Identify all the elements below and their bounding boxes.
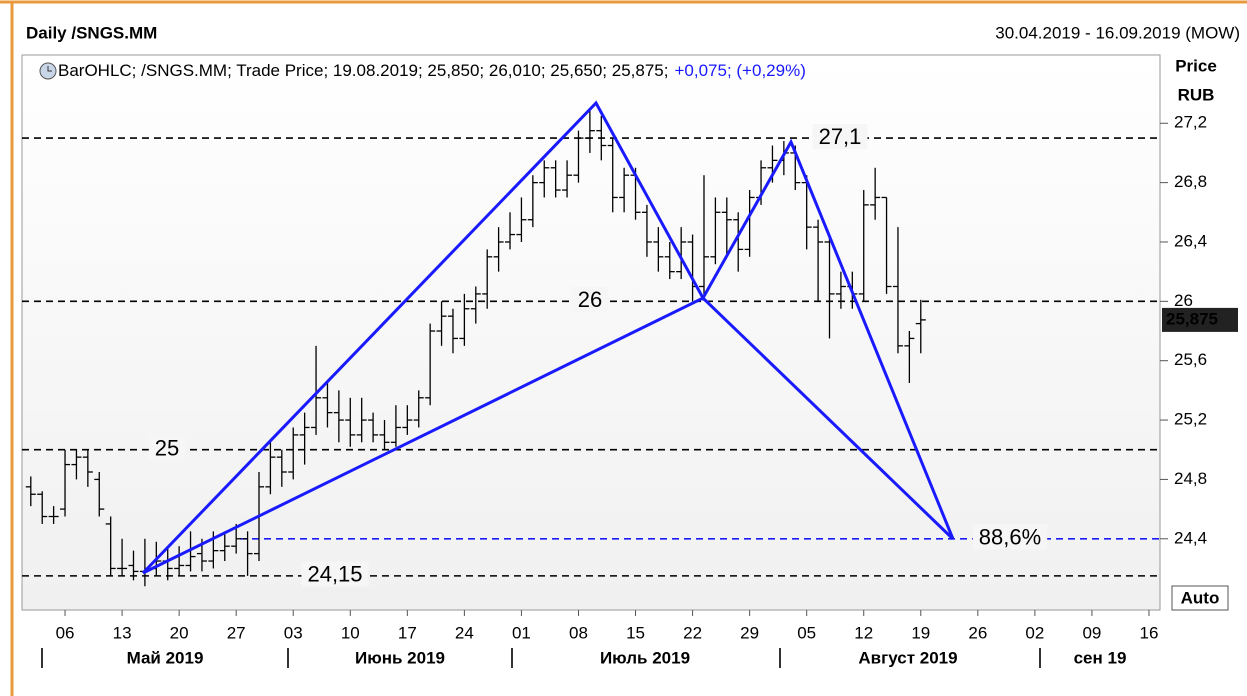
x-tick-label: 08 [569, 623, 588, 642]
x-tick-label: 19 [911, 623, 930, 642]
month-label: Август 2019 [858, 648, 957, 667]
chart-title: Daily /SNGS.MM [26, 23, 157, 42]
level-label-bg [301, 561, 369, 587]
date-range: 30.04.2019 - 16.09.2019 (MOW) [995, 23, 1240, 42]
month-label: Июнь 2019 [355, 648, 445, 667]
x-tick-label: 03 [284, 623, 303, 642]
x-tick-label: 24 [455, 623, 474, 642]
x-tick-label: 10 [341, 623, 360, 642]
x-tick-label: 15 [626, 623, 645, 642]
x-tick-label: 17 [398, 623, 417, 642]
level-label: 24,15 [307, 562, 362, 587]
legend-change: +0,075; (+0,29%) [674, 61, 805, 80]
x-tick-label: 29 [740, 623, 759, 642]
x-tick-label: 22 [683, 623, 702, 642]
month-label: Май 2019 [127, 648, 204, 667]
x-tick-label: 01 [512, 623, 531, 642]
y-tick-label: 26,4 [1174, 231, 1207, 250]
x-tick-label: 12 [854, 623, 873, 642]
auto-button[interactable] [1171, 585, 1229, 611]
x-tick-label: 27 [227, 623, 246, 642]
x-tick-label: 16 [1140, 623, 1159, 642]
axis-label: Price [1175, 56, 1217, 75]
level-label: 25 [155, 436, 179, 461]
y-tick-label: 26,8 [1174, 172, 1207, 191]
level-label: 88,6% [979, 525, 1041, 550]
y-tick-label: 27,2 [1174, 113, 1207, 132]
x-tick-label: 20 [170, 623, 189, 642]
x-tick-label: 09 [1082, 623, 1101, 642]
y-tick-label: 24,8 [1174, 469, 1207, 488]
y-tick-label: 25,6 [1174, 350, 1207, 369]
legend: BarOHLC; /SNGS.MM; Trade Price; 19.08.20… [58, 61, 806, 80]
level-label: 26 [578, 287, 602, 312]
y-tick-label: 24,4 [1174, 528, 1207, 547]
month-label: сен 19 [1074, 648, 1127, 667]
month-label: Июль 2019 [600, 648, 690, 667]
pattern-line [142, 296, 955, 575]
legend-icon-hand [47, 66, 52, 72]
harmonic-pattern [141, 100, 955, 575]
axis-label: RUB [1178, 85, 1215, 104]
bars [22, 108, 1160, 587]
last-price-tag [1162, 307, 1238, 332]
x-tick-label: 13 [113, 623, 132, 642]
level-label-bg [571, 287, 609, 313]
level-label-bg [972, 524, 1048, 550]
plot-area [21, 54, 1161, 611]
x-tick-label: 06 [56, 623, 75, 642]
level-label-bg [148, 435, 186, 461]
level-label: 27,1 [819, 124, 862, 149]
x-tick-label: 02 [1025, 623, 1044, 642]
x-tick-label: 26 [968, 623, 987, 642]
level-label-bg [812, 123, 868, 149]
y-tick-label: 25,2 [1174, 410, 1207, 429]
x-tick-label: 05 [797, 623, 816, 642]
y-tick-label: 26 [1174, 291, 1193, 310]
auto-button-label[interactable]: Auto [1181, 588, 1220, 607]
last-price-label: 25,875 [1166, 309, 1218, 328]
legend-text: BarOHLC; /SNGS.MM; Trade Price; 19.08.20… [58, 61, 668, 80]
